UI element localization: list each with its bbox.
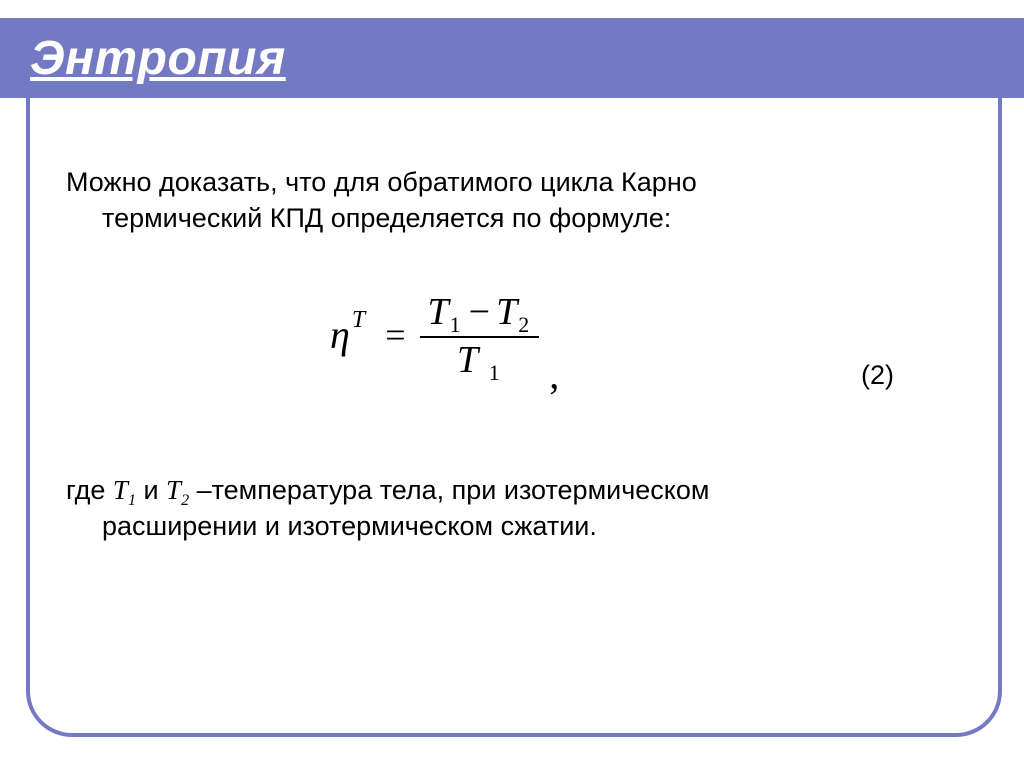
where-rest-1: –температура тела, при изотермическом bbox=[189, 475, 709, 505]
den-t-sub: 1 bbox=[489, 360, 500, 385]
trailing-comma: , bbox=[549, 351, 559, 398]
where-t1-sub: 1 bbox=[128, 492, 136, 509]
eta-superscript: T bbox=[352, 307, 365, 334]
denominator: T 1 bbox=[449, 340, 510, 382]
where-paragraph: где T1 и T2 –температура тела, при изоте… bbox=[66, 472, 964, 545]
where-and: и bbox=[136, 475, 166, 505]
where-line-2: расширении и изотермическом сжатии. bbox=[66, 508, 964, 544]
equals-sign: = bbox=[385, 314, 405, 356]
num-t2-var: T bbox=[496, 291, 517, 333]
carnot-efficiency-formula: ηT = T1−T2 T 1 , bbox=[330, 290, 559, 380]
num-t1-sub: 1 bbox=[450, 312, 461, 337]
equation-number: (2) bbox=[861, 360, 894, 391]
intro-line-2: термический КПД определяется по формуле: bbox=[66, 200, 964, 236]
num-t2-sub: 2 bbox=[518, 312, 529, 337]
numerator: T1−T2 bbox=[420, 292, 540, 334]
formula-row: ηT = T1−T2 T 1 , (2) bbox=[0, 290, 1024, 420]
eta-symbol: η bbox=[330, 311, 350, 358]
where-prefix: где bbox=[66, 475, 113, 505]
minus-sign: − bbox=[469, 291, 490, 333]
intro-paragraph: Можно доказать, что для обратимого цикла… bbox=[66, 164, 964, 237]
where-t1-var: T bbox=[113, 475, 128, 505]
fraction: T1−T2 T 1 bbox=[420, 292, 540, 382]
intro-line-1: Можно доказать, что для обратимого цикла… bbox=[66, 164, 964, 200]
num-t1-var: T bbox=[428, 291, 449, 333]
where-t2-sub: 2 bbox=[181, 492, 189, 509]
where-line-1: где T1 и T2 –температура тела, при изоте… bbox=[66, 472, 964, 508]
where-t2-var: T bbox=[166, 475, 181, 505]
den-t-var: T bbox=[457, 339, 478, 381]
